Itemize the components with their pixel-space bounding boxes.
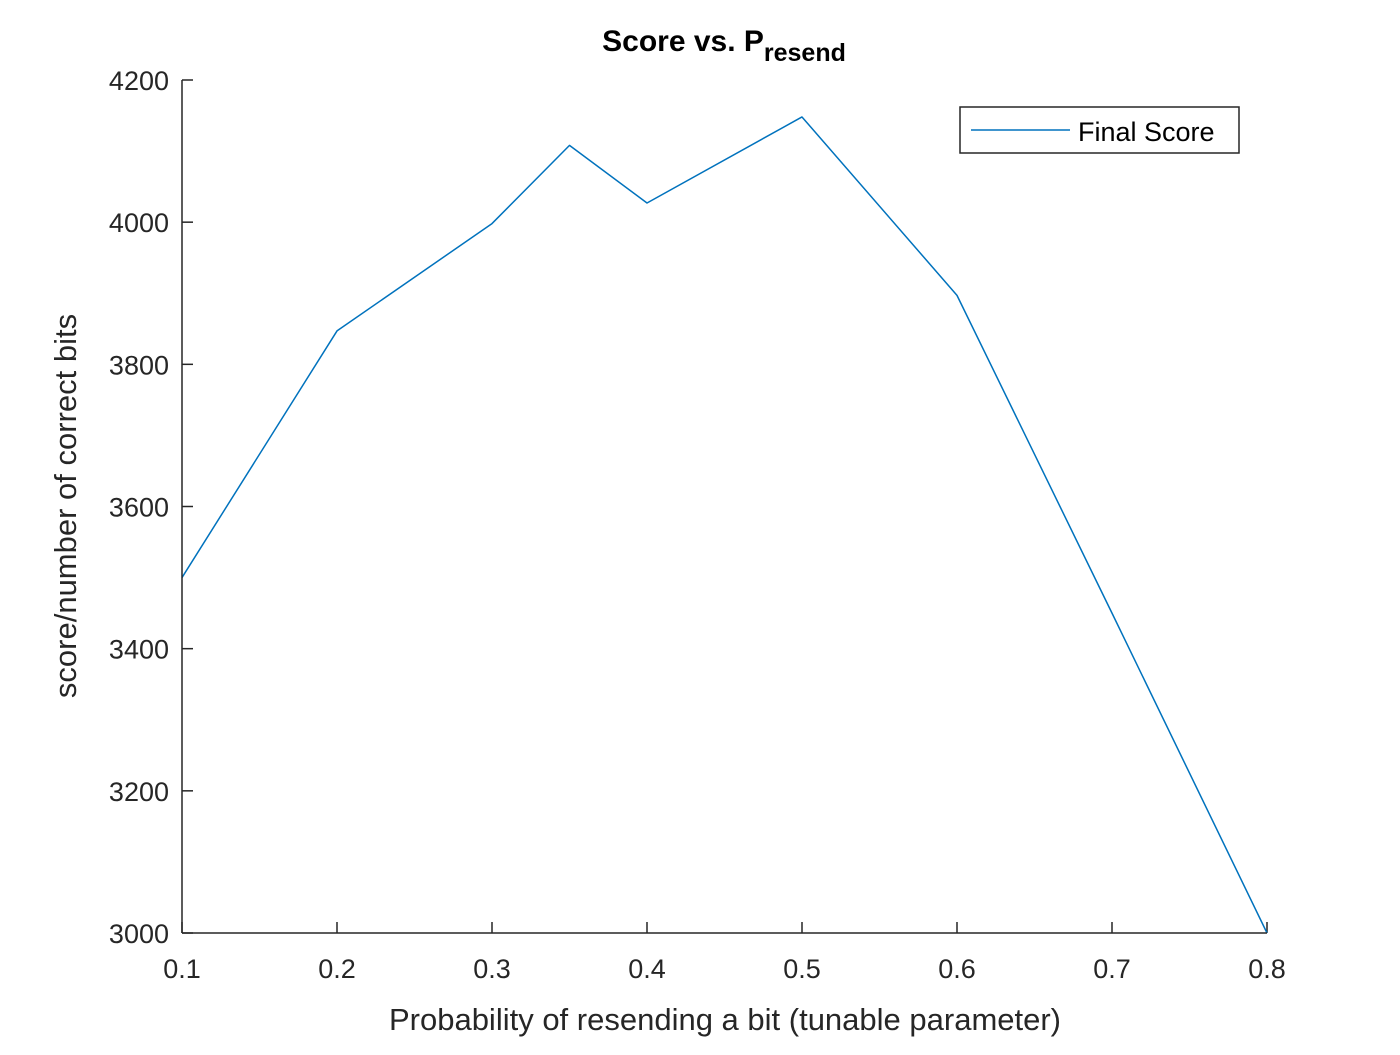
chart-title-main: Score vs. P — [602, 25, 764, 58]
legend: Final Score — [960, 107, 1239, 153]
x-tick-label: 0.5 — [783, 954, 821, 984]
x-axis-label: Probability of resending a bit (tunable … — [389, 1002, 1061, 1037]
y-tick-label: 3200 — [109, 777, 169, 807]
y-tick-label: 4000 — [109, 208, 169, 238]
x-tick-label: 0.3 — [473, 954, 511, 984]
x-tick-label: 0.4 — [628, 954, 666, 984]
chart-title-subscript: resend — [764, 39, 846, 67]
y-tick-label: 3400 — [109, 635, 169, 665]
x-tick-label: 0.6 — [938, 954, 976, 984]
x-tick-label: 0.7 — [1093, 954, 1131, 984]
y-tick-label: 3600 — [109, 493, 169, 523]
legend-label: Final Score — [1078, 117, 1215, 147]
y-axis-label: score/number of correct bits — [48, 314, 83, 698]
x-tick-label: 0.8 — [1248, 954, 1286, 984]
y-axis-ticks: 3000 3200 3400 3600 3800 4000 4200 — [109, 66, 193, 949]
chart-title: Score vs. Presend — [602, 25, 846, 67]
y-tick-label: 3000 — [109, 919, 169, 949]
plot-background — [182, 80, 1267, 933]
y-tick-label: 4200 — [109, 66, 169, 96]
x-tick-label: 0.2 — [318, 954, 356, 984]
x-tick-label: 0.1 — [163, 954, 201, 984]
y-tick-label: 3800 — [109, 350, 169, 380]
